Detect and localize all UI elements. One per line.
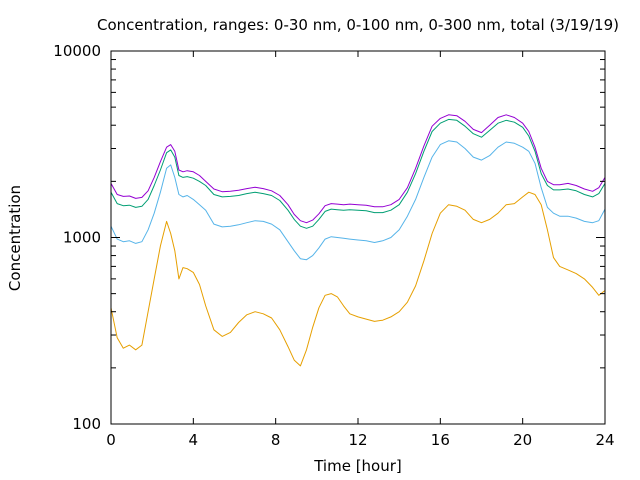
x-axis: 0 4 8 12 16 20 24 [106,51,615,449]
y-tick-label: 10000 [53,42,101,60]
x-axis-label: Time [hour] [313,457,402,475]
plot-frame [110,50,606,425]
x-tick-label: 8 [271,431,281,449]
chart-title: Concentration, ranges: 0-30 nm, 0-100 nm… [97,16,619,34]
series-line-2 [110,140,606,261]
series-layer [110,114,606,367]
x-tick-label: 20 [513,431,532,449]
x-tick-label: 0 [106,431,116,449]
x-tick-label: 24 [595,431,614,449]
series-line-3 [110,118,606,229]
x-tick-label: 16 [431,431,450,449]
x-tick-label: 12 [348,431,367,449]
y-tick-label: 100 [72,415,101,433]
series-line-4 [110,114,606,224]
y-tick-label: 1000 [63,229,101,247]
y-axis-label: Concentration [6,185,24,291]
x-tick-label: 4 [189,431,199,449]
y-axis: 100 1000 10000 [53,42,605,433]
series-line-1 [110,191,606,367]
